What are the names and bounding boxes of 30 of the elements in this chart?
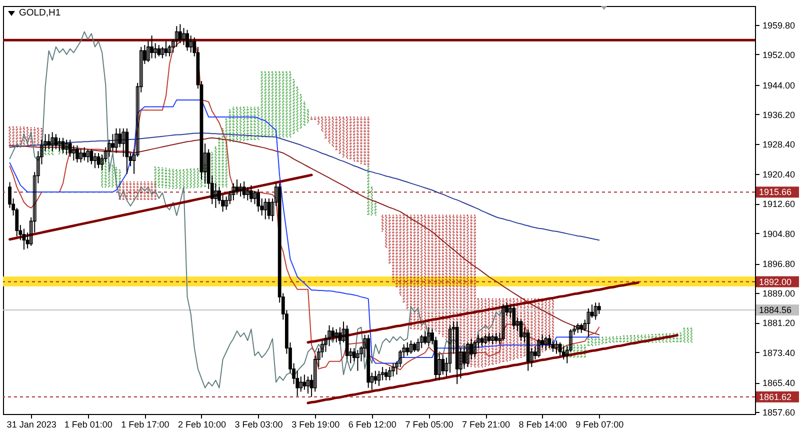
- y-tick-label: 1873.40: [762, 348, 796, 358]
- ref-line-label: 1884.56: [759, 304, 792, 315]
- y-tick-label: 1896.80: [762, 259, 796, 270]
- ref-line-label: 1861.62: [759, 392, 792, 402]
- x-tick-label: 7 Feb 21:00: [462, 420, 510, 430]
- y-tick-label: 1881.20: [762, 318, 796, 328]
- ref-line-label: 1915.66: [759, 187, 792, 198]
- y-tick-label: 1865.40: [762, 378, 796, 388]
- y-tick-label: 1857.60: [762, 408, 796, 418]
- ref-line-label: 1892.00: [759, 276, 792, 287]
- x-tick-label: 3 Feb 19:00: [292, 420, 340, 430]
- x-tick-label: 2 Feb 10:00: [178, 420, 226, 430]
- x-tick-label: 9 Feb 07:00: [576, 420, 624, 430]
- y-tick-label: 1959.80: [762, 20, 796, 30]
- y-tick-label: 1936.20: [762, 110, 796, 120]
- y-tick-label: 1952.00: [762, 50, 796, 60]
- x-tick-label: 8 Feb 14:00: [518, 420, 567, 430]
- x-tick-label: 3 Feb 03:00: [234, 420, 283, 430]
- y-tick-label: 1920.40: [762, 170, 796, 180]
- x-tick-label: 31 Jan 2023: [6, 420, 56, 430]
- y-tick-label: 1944.00: [762, 80, 796, 90]
- chart-title: GOLD,H1: [19, 8, 61, 18]
- x-tick-label: 6 Feb 12:00: [348, 420, 396, 430]
- y-tick-label: 1904.80: [762, 228, 796, 239]
- y-tick-label: 1928.40: [762, 139, 796, 150]
- y-tick-label: 1889.00: [762, 288, 796, 299]
- x-tick-label: 1 Feb 17:00: [121, 420, 170, 430]
- x-tick-label: 1 Feb 01:00: [64, 420, 112, 430]
- y-tick-label: 1912.60: [762, 199, 796, 210]
- x-tick-label: 7 Feb 05:00: [405, 420, 454, 430]
